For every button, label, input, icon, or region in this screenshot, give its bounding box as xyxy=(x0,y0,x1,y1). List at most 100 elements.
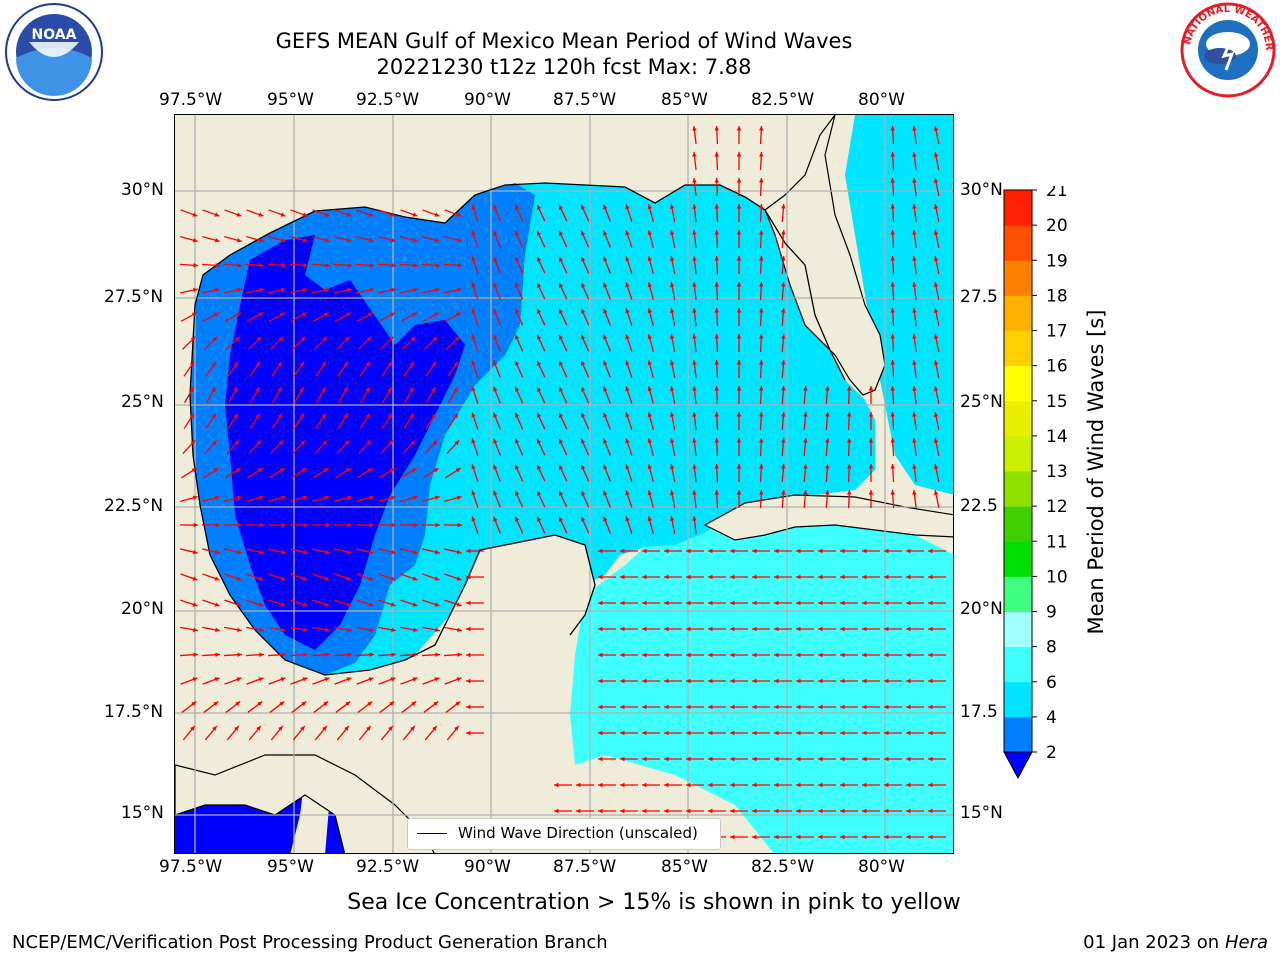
lat-tick-label: 17.5°N xyxy=(104,702,164,722)
wind-arrow-head xyxy=(664,678,669,684)
wind-arrow-head xyxy=(774,730,779,736)
wind-arrow-head xyxy=(347,522,352,528)
wind-arrow-head xyxy=(581,412,586,418)
wind-arrow-head xyxy=(237,652,242,657)
wind-arrow-head xyxy=(803,438,808,443)
wind-arrow-head xyxy=(818,678,823,684)
wind-arrow-head xyxy=(234,440,240,446)
colorbar-tick-label: 4 xyxy=(1046,708,1057,728)
wind-arrow-head xyxy=(736,152,742,157)
wind-arrow-head xyxy=(388,440,394,446)
wind-arrow-head xyxy=(434,212,440,217)
wind-arrow-head xyxy=(413,522,418,528)
wind-arrow-head xyxy=(303,652,308,657)
wind-arrow-head xyxy=(471,490,476,496)
wind-arrow-head xyxy=(369,522,374,528)
wind-arrow-head xyxy=(774,600,779,606)
wind-arrow-head xyxy=(620,756,625,762)
wind-arrow-head xyxy=(413,627,418,633)
wind-arrow-head xyxy=(647,464,653,470)
wind-arrow-head xyxy=(365,413,370,419)
wind-arrow-head xyxy=(620,730,625,736)
wind-arrow-head xyxy=(818,548,823,554)
wind-arrow-head xyxy=(389,468,395,473)
wind-arrow-head xyxy=(303,263,308,268)
wind-arrow-head xyxy=(388,336,394,342)
wind-arrow-head xyxy=(278,726,283,731)
wind-arrow-head xyxy=(322,726,327,731)
wind-arrow-head xyxy=(391,652,396,657)
wind-arrow-head xyxy=(301,701,307,707)
wind-arrow-head xyxy=(890,438,895,443)
wind-arrow-head xyxy=(736,126,742,131)
wind-arrow-head xyxy=(215,627,220,633)
wind-arrow-head xyxy=(906,548,911,554)
wind-arrow-head xyxy=(453,387,458,393)
lon-tick-label: 87.5°W xyxy=(553,90,617,110)
lon-tick-label: 82.5°W xyxy=(751,90,815,110)
wind-arrow-head xyxy=(714,464,720,469)
colorbar-segment xyxy=(1004,365,1032,402)
wind-arrow-head xyxy=(862,626,867,632)
colorbar-tick-label: 21 xyxy=(1046,186,1068,201)
wind-arrow-head xyxy=(324,602,330,607)
wind-arrow-head xyxy=(258,212,264,217)
wind-arrow-head xyxy=(933,308,939,313)
wind-arrow-head xyxy=(714,360,720,365)
wind-arrow-head xyxy=(471,256,476,262)
wind-arrow-head xyxy=(324,212,330,217)
wind-arrow-head xyxy=(214,237,220,243)
wind-arrow-head xyxy=(796,600,801,606)
wind-arrow-head xyxy=(708,730,713,736)
wind-arrow-head xyxy=(466,600,471,606)
atlantic-water xyxy=(845,115,953,495)
wind-arrow-head xyxy=(714,490,720,495)
wind-arrow-head xyxy=(736,230,742,235)
wind-arrow-head xyxy=(192,677,198,682)
wind-arrow-head xyxy=(515,438,520,444)
wind-arrow-head xyxy=(862,730,867,736)
wind-arrow-head xyxy=(493,282,498,288)
wind-arrow-head xyxy=(434,549,440,555)
wind-arrow-head xyxy=(625,516,630,522)
wind-arrow-head xyxy=(323,701,329,707)
wind-arrow-head xyxy=(730,756,735,762)
colorbar-segment xyxy=(1004,716,1032,753)
wind-arrow-head xyxy=(214,287,220,293)
wind-arrow-head xyxy=(692,178,697,183)
wind-arrow-head xyxy=(840,574,845,580)
wind-arrow-head xyxy=(537,230,542,236)
wind-arrow-head xyxy=(752,652,757,658)
wind-arrow-head xyxy=(302,287,308,293)
wind-arrow-head xyxy=(391,263,396,268)
wind-arrow-head xyxy=(389,312,395,317)
wind-arrow-head xyxy=(368,212,374,217)
wind-arrow-head xyxy=(324,576,330,581)
wind-arrow-head xyxy=(868,490,874,495)
wind-arrow-head xyxy=(758,386,764,391)
wind-arrow-head xyxy=(213,468,219,473)
wind-arrow-head xyxy=(280,495,286,500)
wind-arrow-head xyxy=(413,652,418,657)
wind-arrow-head xyxy=(235,701,241,707)
wind-arrow-head xyxy=(453,361,459,367)
lat-tick-label: 30°N xyxy=(121,180,164,200)
wind-arrow-head xyxy=(642,652,647,658)
wind-arrow-head xyxy=(321,413,326,419)
lon-tick-label: 95°W xyxy=(267,90,314,110)
wind-arrow-head xyxy=(862,652,867,658)
wind-arrow-head xyxy=(603,438,608,444)
wind-arrow-head xyxy=(493,308,498,314)
wind-arrow-head xyxy=(213,701,219,707)
wind-arrow-head xyxy=(906,704,911,710)
wind-arrow-head xyxy=(625,308,630,314)
wind-arrow-head xyxy=(625,464,630,470)
wind-arrow-head xyxy=(233,387,238,393)
lat-tick-label: 25°N xyxy=(121,392,164,412)
wind-arrow-head xyxy=(343,387,348,393)
wind-arrow-head xyxy=(598,626,603,632)
wind-arrow-head xyxy=(868,412,874,417)
wind-arrow-head xyxy=(781,256,786,261)
wind-arrow-head xyxy=(598,678,603,684)
lat-tick-label: 25°N xyxy=(960,392,1003,412)
